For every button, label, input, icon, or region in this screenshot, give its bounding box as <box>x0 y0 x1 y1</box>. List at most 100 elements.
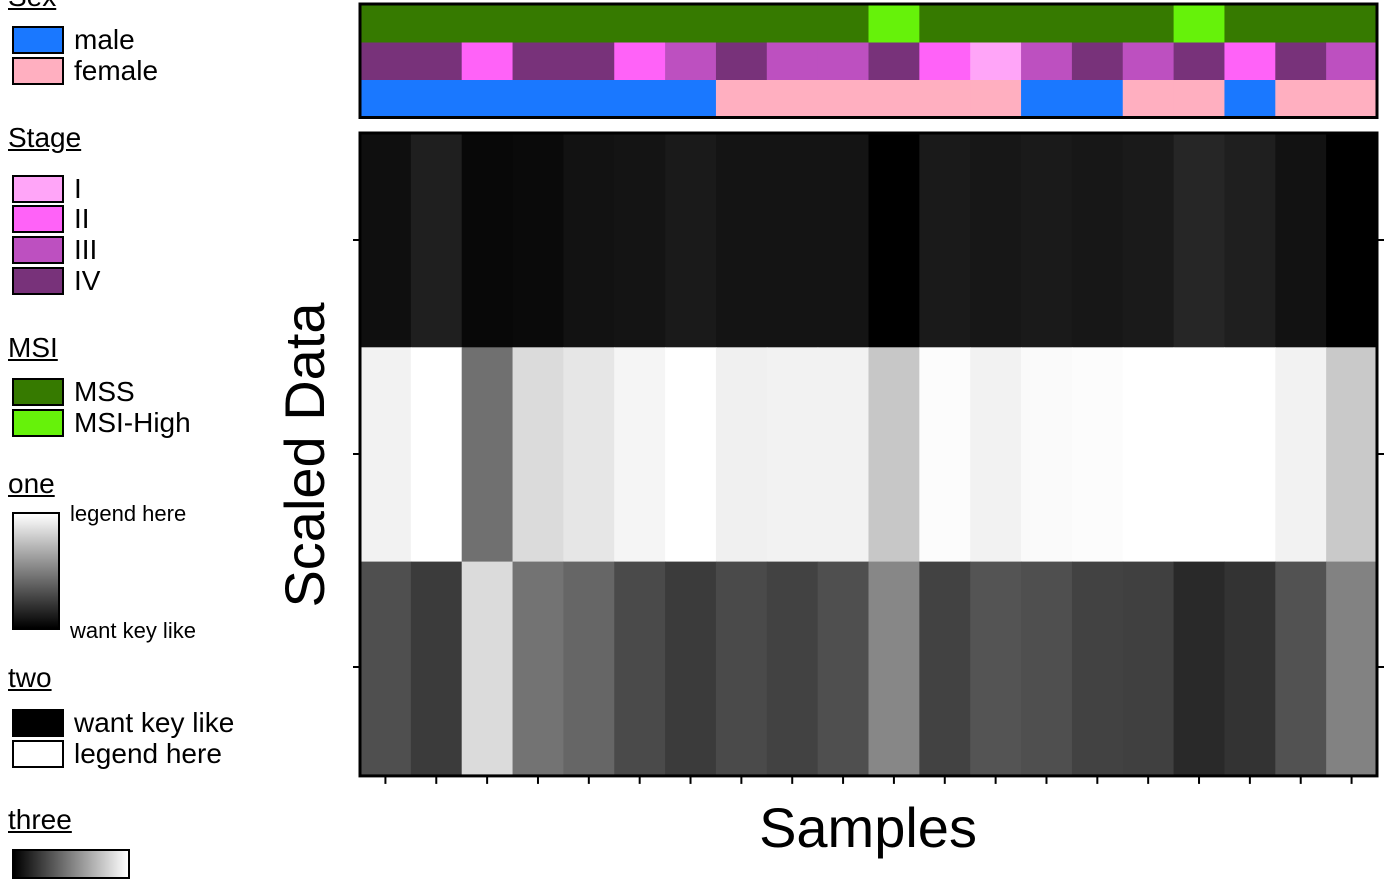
legend-msi-title: MSI <box>8 332 58 363</box>
annotation-cell-sex-10 <box>817 80 870 118</box>
annotation-cell-stage-5 <box>563 42 615 81</box>
legend-msi-high-swatch <box>12 409 64 437</box>
legend-stage-iii-swatch <box>12 236 64 264</box>
annotation-cell-msi-2 <box>410 5 463 43</box>
legend-stage-i-swatch <box>12 175 64 203</box>
heatmap-cell-r1-c15 <box>1071 133 1124 348</box>
heatmap-cell-r3-c7 <box>665 561 717 777</box>
legend-sex-male-swatch <box>12 26 64 54</box>
heatmap-cell-r3-c18 <box>1224 561 1276 777</box>
annotation-cell-msi-14 <box>1021 5 1073 43</box>
heatmap-cell-r3-c13 <box>970 561 1022 777</box>
annotation-cell-msi-8 <box>715 5 768 43</box>
legend-stage-ii: II <box>12 204 90 234</box>
legend-two-black-label: want key like <box>74 707 235 738</box>
annotation-cell-stage-20 <box>1326 42 1378 81</box>
legend-msi-high-label: MSI-High <box>74 407 191 438</box>
heatmap-cell-r2-c19 <box>1275 347 1327 563</box>
annotation-cell-sex-3 <box>461 80 514 118</box>
heatmap-cell-r3-c2 <box>410 561 463 777</box>
annotation-cell-msi-17 <box>1173 5 1226 43</box>
legend-stage-i: I <box>12 174 82 204</box>
heatmap-cell-r2-c16 <box>1122 347 1175 563</box>
annotation-cell-msi-6 <box>614 5 666 43</box>
annotation-cell-stage-18 <box>1224 42 1276 81</box>
annotation-cell-stage-2 <box>410 42 463 81</box>
heatmap-cell-r1-c20 <box>1326 133 1378 348</box>
legend-two-black-swatch <box>12 709 64 737</box>
heatmap-cell-r2-c12 <box>919 347 971 563</box>
legend-sex-male: male <box>12 25 135 55</box>
legend-stage-iv: IV <box>12 266 100 296</box>
annotation-cell-stage-4 <box>512 42 564 81</box>
heatmap-cell-r2-c10 <box>817 347 870 563</box>
heatmap-cell-r2-c3 <box>461 347 514 563</box>
heatmap-cell-r2-c2 <box>410 347 463 563</box>
heatmap-cell-r1-c2 <box>410 133 463 348</box>
heatmap-cell-r2-c7 <box>665 347 717 563</box>
annotation-cell-msi-1 <box>360 5 412 43</box>
legend-stage-iv-swatch <box>12 267 64 295</box>
annotation-cell-sex-16 <box>1122 80 1175 118</box>
heatmap-cell-r2-c9 <box>766 347 819 563</box>
legend-two-title: two <box>8 662 52 693</box>
annotation-cell-stage-19 <box>1275 42 1327 81</box>
annotation-cell-stage-14 <box>1021 42 1073 81</box>
annotation-cell-sex-17 <box>1173 80 1226 118</box>
annotation-cell-msi-18 <box>1224 5 1276 43</box>
annotation-cell-stage-1 <box>360 42 412 81</box>
heatmap-cell-r1-c6 <box>614 133 666 348</box>
heatmap-cell-r2-c1 <box>360 347 412 563</box>
annotation-cell-sex-19 <box>1275 80 1327 118</box>
annotation-cell-stage-9 <box>766 42 819 81</box>
legend-three-gradient <box>12 849 130 879</box>
heatmap-cell-r1-c18 <box>1224 133 1276 348</box>
legend-stage-iii-label: III <box>74 234 98 265</box>
heatmap-cell-r2-c8 <box>715 347 768 563</box>
heatmap-cell-r2-c15 <box>1071 347 1124 563</box>
legend-two-white: legend here <box>12 739 222 769</box>
heatmap-cell-r2-c14 <box>1021 347 1073 563</box>
heatmap-cell-r1-c13 <box>970 133 1022 348</box>
x-axis-label: Samples <box>759 796 977 859</box>
legend-msi-mss: MSS <box>12 377 135 407</box>
annotation-cell-msi-16 <box>1122 5 1175 43</box>
heatmap-cell-r1-c9 <box>766 133 819 348</box>
heatmap-cell-r1-c11 <box>868 133 920 348</box>
annotation-cell-msi-4 <box>512 5 564 43</box>
heatmap-cell-r1-c8 <box>715 133 768 348</box>
annotation-cell-sex-13 <box>970 80 1022 118</box>
annotation-cell-sex-8 <box>715 80 768 118</box>
legend-sex-female-swatch <box>12 57 64 85</box>
heatmap-cell-r1-c7 <box>665 133 717 348</box>
legend-one-title: one <box>8 468 55 499</box>
annotation-cell-sex-4 <box>512 80 564 118</box>
heatmap-cell-r1-c17 <box>1173 133 1226 348</box>
legend-sex-female-label: female <box>74 55 159 86</box>
annotation-cell-stage-11 <box>868 42 920 81</box>
annotation-cell-sex-14 <box>1021 80 1073 118</box>
annotation-cell-msi-9 <box>766 5 819 43</box>
annotation-cell-msi-19 <box>1275 5 1327 43</box>
legend-stage-iv-label: IV <box>74 265 101 296</box>
heatmap-cell-r1-c5 <box>563 133 615 348</box>
annotation-cell-sex-18 <box>1224 80 1276 118</box>
legend-sex-male-label: male <box>74 24 135 55</box>
annotation-cell-sex-7 <box>665 80 717 118</box>
legend-msi-high: MSI-High <box>12 408 191 438</box>
legend-one-top-label: legend here <box>70 501 187 526</box>
legend-one-gradient <box>12 512 60 630</box>
annotation-cell-msi-3 <box>461 5 514 43</box>
annotation-cell-stage-16 <box>1122 42 1175 81</box>
legend-msi-mss-swatch <box>12 378 64 406</box>
annotation-cell-sex-11 <box>868 80 920 118</box>
heatmap-cell-r3-c17 <box>1173 561 1226 777</box>
annotation-cell-stage-3 <box>461 42 514 81</box>
heatmap-cell-r1-c14 <box>1021 133 1073 348</box>
heatmap-cell-r1-c10 <box>817 133 870 348</box>
heatmap-cell-r2-c17 <box>1173 347 1226 563</box>
heatmap-cell-r3-c4 <box>512 561 564 777</box>
legend-two-black: want key like <box>12 708 234 738</box>
